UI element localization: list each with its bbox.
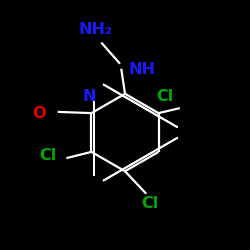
Text: NH₂: NH₂ [78, 22, 112, 38]
Text: Cl: Cl [142, 196, 159, 211]
Text: O: O [32, 106, 46, 121]
Text: NH: NH [129, 62, 156, 78]
Text: Cl: Cl [39, 148, 56, 162]
Text: Cl: Cl [156, 89, 174, 104]
Text: N: N [82, 89, 96, 104]
